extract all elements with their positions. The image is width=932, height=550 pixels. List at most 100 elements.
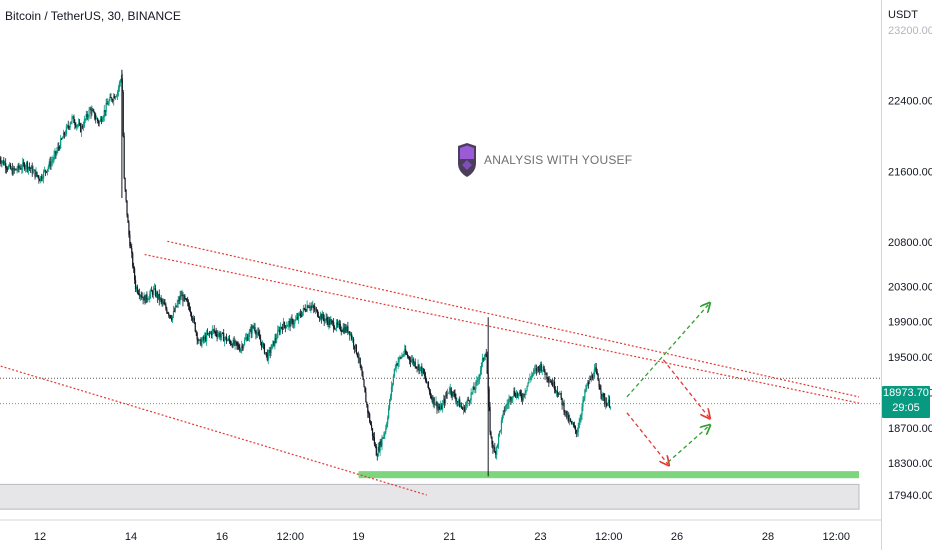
candle-body	[204, 336, 206, 340]
candle-body	[533, 370, 535, 374]
candle-body	[207, 332, 210, 335]
candle-body	[264, 352, 267, 354]
candle-body	[147, 299, 149, 301]
candle-body	[148, 298, 150, 300]
candle-body	[583, 397, 585, 400]
candle-body	[560, 392, 562, 399]
candle-body	[243, 339, 246, 345]
candle-body	[452, 391, 454, 396]
candle-body	[232, 340, 234, 347]
candle-body	[323, 318, 325, 322]
candle-body	[3, 160, 5, 165]
candle-body	[554, 389, 557, 392]
y-tick-label: 21600.00	[888, 166, 932, 178]
candle-body	[236, 342, 238, 345]
candle-body	[432, 397, 434, 403]
candle-body	[224, 338, 226, 342]
candle-body	[243, 344, 245, 349]
candle-body	[312, 305, 314, 307]
projection-arrow-up-2	[626, 304, 709, 398]
candle-body	[273, 341, 275, 346]
candle-body	[103, 110, 105, 117]
candle-body	[373, 437, 376, 445]
trend-line-0	[167, 240, 860, 398]
candle-body	[237, 344, 239, 346]
candle-body	[153, 288, 156, 290]
x-tick-label: 12	[34, 531, 46, 543]
candle-body	[310, 306, 312, 309]
candle-body	[181, 294, 183, 297]
candle-body	[199, 339, 201, 341]
candle-body	[182, 294, 184, 302]
candle-body	[13, 168, 15, 170]
candle-body	[179, 295, 181, 301]
candle-body	[443, 399, 445, 404]
candle-body	[31, 166, 33, 174]
candle-body	[144, 295, 146, 304]
candle-body	[366, 402, 368, 406]
candle-body	[455, 397, 457, 402]
candle-body	[548, 379, 550, 382]
candle-body	[111, 97, 113, 101]
candle-body	[193, 317, 195, 323]
candle-body	[219, 333, 221, 338]
candle-body	[245, 337, 248, 339]
candle-body	[431, 398, 433, 403]
candle-body	[105, 103, 107, 112]
candle-body	[343, 327, 345, 333]
candle-body	[240, 348, 242, 352]
candle-body	[511, 398, 513, 401]
price-axis[interactable]	[881, 0, 932, 550]
candle-body	[551, 382, 553, 384]
candle-body	[63, 132, 66, 136]
candle-body	[571, 423, 574, 425]
candle-body	[220, 335, 222, 338]
candle-body	[292, 319, 294, 326]
candle-body	[424, 373, 426, 377]
candle-body	[139, 295, 141, 297]
bar-countdown: 29:05	[892, 402, 920, 414]
candle-body	[523, 394, 525, 396]
candle-body	[541, 370, 543, 372]
candle-body	[58, 146, 60, 148]
candle-body	[411, 359, 413, 361]
candle-body	[40, 176, 42, 182]
candle-body	[106, 103, 108, 105]
candle-body	[124, 178, 126, 190]
y-tick-label: 20800.00	[888, 237, 932, 249]
candle-body	[5, 163, 7, 169]
candle-body	[288, 321, 290, 323]
candle-body	[429, 391, 431, 396]
candle-body	[337, 323, 340, 325]
candle-body	[530, 377, 532, 379]
candle-body	[95, 118, 97, 120]
candle-body	[129, 234, 131, 247]
candle-body	[132, 253, 134, 267]
candle-body	[306, 305, 308, 311]
candle-body	[381, 437, 383, 446]
candle-body	[0, 161, 2, 164]
candle-body	[152, 291, 154, 295]
candle-body	[214, 331, 216, 333]
candle-body	[152, 288, 155, 295]
candle-body	[552, 381, 555, 387]
candle-body	[582, 399, 584, 407]
x-tick-label: 26	[671, 531, 683, 543]
candle-body	[574, 426, 576, 430]
candle-body	[24, 167, 27, 170]
candle-body	[522, 394, 524, 401]
candle-body	[503, 410, 505, 412]
candle-body	[374, 444, 376, 447]
candle-body	[407, 354, 409, 357]
candle-body	[87, 116, 89, 118]
y-tick-label: 23200.00	[888, 25, 932, 37]
x-tick-label: 14	[125, 531, 137, 543]
candle-body	[65, 126, 67, 135]
watermark: ANALYSIS WITH YOUSEF	[456, 143, 632, 177]
candle-body	[338, 323, 340, 325]
candle-body	[38, 176, 40, 180]
candle-body	[200, 339, 202, 346]
candle-body	[256, 333, 258, 335]
candle-body	[62, 132, 65, 139]
